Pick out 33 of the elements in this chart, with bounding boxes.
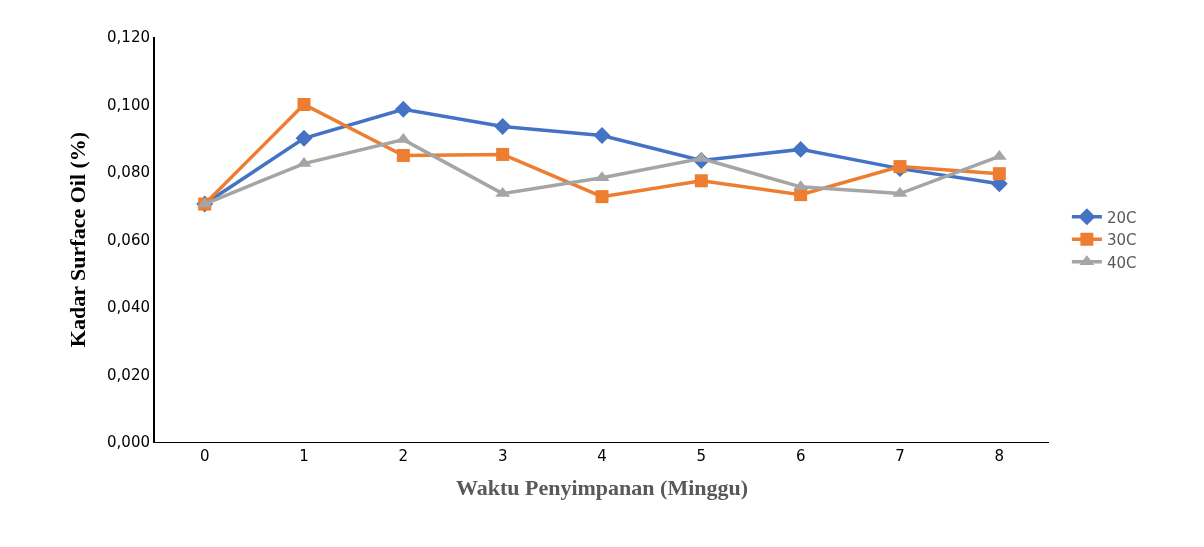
x-tick-label: 8 <box>994 447 1005 465</box>
point <box>992 167 1006 181</box>
point <box>396 148 410 162</box>
y-tick-label: 0,100 <box>107 95 150 114</box>
y-tick-label: 0,060 <box>107 230 150 249</box>
point <box>595 190 609 204</box>
legend-label: 20C <box>1106 208 1137 227</box>
point <box>893 160 907 174</box>
point <box>792 140 810 158</box>
y-tick-label: 0,120 <box>107 28 150 47</box>
y-tick-label: 0,080 <box>107 163 150 182</box>
x-tick-label: 5 <box>696 447 707 465</box>
x-tick-label: 2 <box>398 447 409 465</box>
point <box>297 98 311 111</box>
y-tick-label: 0,000 <box>107 433 150 452</box>
point <box>593 127 611 144</box>
legend-label: 40C <box>1106 253 1137 272</box>
x-tick-label: 7 <box>895 447 905 465</box>
point <box>394 100 412 118</box>
x-tick-label: 1 <box>299 447 309 465</box>
y-axis-title: Kadar Surface Oil (%) <box>65 131 91 348</box>
x-tick-label: 0 <box>199 447 210 465</box>
y-tick-label: 0,020 <box>107 365 150 384</box>
point <box>494 117 512 135</box>
x-tick-label: 3 <box>497 447 508 465</box>
x-tick-label: 4 <box>597 447 607 465</box>
point <box>295 129 313 147</box>
x-axis-title: Waktu Penyimpanan (Minggu) <box>455 474 749 500</box>
legend-label: 30C <box>1106 231 1137 250</box>
x-tick-label: 6 <box>795 447 806 465</box>
point <box>496 147 510 161</box>
y-tick-label: 0,040 <box>107 298 150 317</box>
point <box>694 174 708 188</box>
